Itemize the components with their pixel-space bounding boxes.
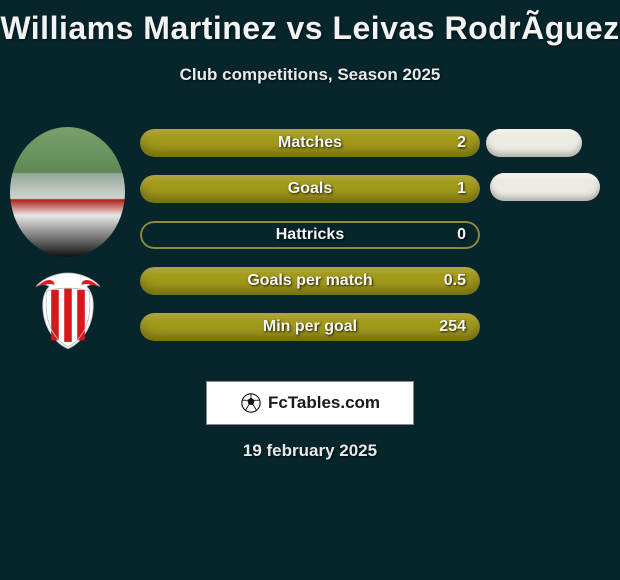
stat-value: 0.5 <box>444 267 466 295</box>
stat-label: Goals per match <box>140 267 480 295</box>
stat-label: Hattricks <box>140 221 480 249</box>
branding-text: FcTables.com <box>268 393 380 413</box>
player-photo <box>10 127 125 257</box>
date-text: 19 february 2025 <box>0 441 620 461</box>
comparison-panel: Matches 2 Goals 1 Hattricks 0 Goals per … <box>0 127 620 367</box>
stat-bars: Matches 2 Goals 1 Hattricks 0 Goals per … <box>140 129 480 359</box>
stat-bar-hattricks: Hattricks 0 <box>140 221 480 249</box>
opponent-pill <box>490 173 600 201</box>
shield-icon <box>26 268 110 352</box>
stat-value: 0 <box>457 221 466 249</box>
page-title: Williams Martinez vs Leivas RodrÃ­guez <box>0 0 620 47</box>
stat-value: 254 <box>439 313 466 341</box>
stat-label: Matches <box>140 129 480 157</box>
subtitle: Club competitions, Season 2025 <box>0 65 620 85</box>
avatar-column <box>8 127 128 355</box>
stat-bar-matches: Matches 2 <box>140 129 480 157</box>
branding-badge: FcTables.com <box>206 381 414 425</box>
stat-bar-goals-per-match: Goals per match 0.5 <box>140 267 480 295</box>
opponent-pills <box>490 129 610 219</box>
club-logo <box>18 265 118 355</box>
opponent-pill <box>486 129 582 157</box>
stat-bar-goals: Goals 1 <box>140 175 480 203</box>
stat-label: Min per goal <box>140 313 480 341</box>
stat-value: 1 <box>457 175 466 203</box>
player-photo-placeholder <box>10 127 125 257</box>
soccer-ball-icon <box>240 392 262 414</box>
stat-label: Goals <box>140 175 480 203</box>
stat-bar-min-per-goal: Min per goal 254 <box>140 313 480 341</box>
stat-value: 2 <box>457 129 466 157</box>
